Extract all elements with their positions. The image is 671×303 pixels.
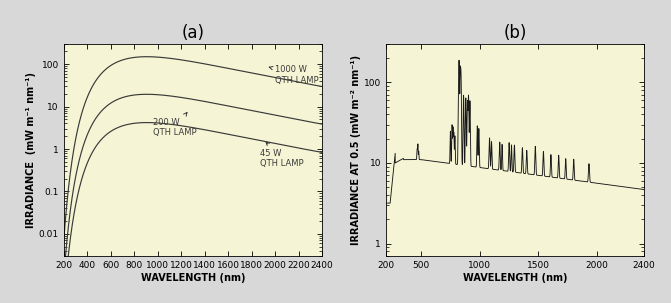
Y-axis label: IRRADIANCE AT 0.5 (mW m⁻² nm⁻¹): IRRADIANCE AT 0.5 (mW m⁻² nm⁻¹) xyxy=(351,55,361,245)
Y-axis label: IRRADIANCE  (mW m⁻¹ nm⁻¹): IRRADIANCE (mW m⁻¹ nm⁻¹) xyxy=(26,72,36,228)
Title: (a): (a) xyxy=(181,24,205,42)
X-axis label: WAVELENGTH (nm): WAVELENGTH (nm) xyxy=(463,273,567,283)
Text: 200 W
QTH LAMP: 200 W QTH LAMP xyxy=(153,112,197,137)
Text: 1000 W
QTH LAMP: 1000 W QTH LAMP xyxy=(269,65,319,85)
Text: 45 W
QTH LAMP: 45 W QTH LAMP xyxy=(260,142,303,168)
X-axis label: WAVELENGTH (nm): WAVELENGTH (nm) xyxy=(141,273,245,283)
Title: (b): (b) xyxy=(503,24,527,42)
